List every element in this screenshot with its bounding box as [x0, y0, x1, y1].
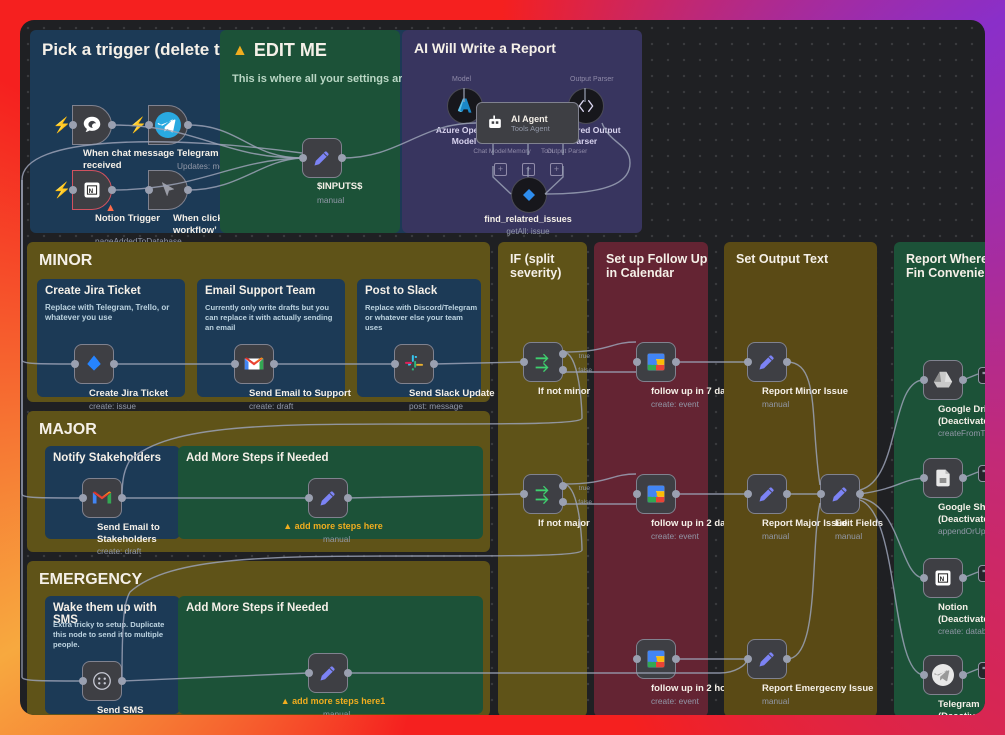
svg-text:31: 31 [651, 657, 659, 664]
svg-text:N: N [89, 188, 94, 195]
svg-text:31: 31 [651, 360, 659, 367]
svg-text:N: N [940, 576, 945, 583]
svg-text:31: 31 [651, 492, 659, 499]
